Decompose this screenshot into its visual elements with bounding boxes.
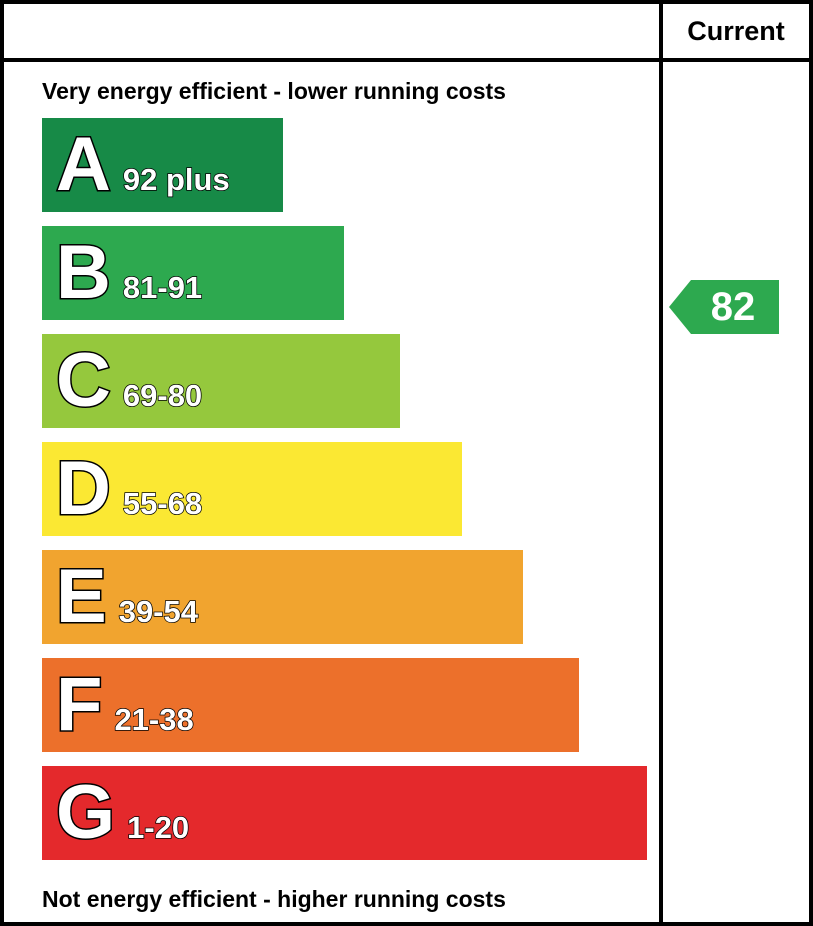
band-f-range: 21-38 <box>114 701 195 738</box>
band-e-letter: E <box>55 554 109 639</box>
current-rating-value: 82 <box>710 284 756 329</box>
band-b-range: 81-91 <box>122 269 203 306</box>
bands-list: A 92 plus B 81-91 C 69-80 D 55-68 E 39 <box>4 118 659 874</box>
band-a-letter: A <box>55 122 113 207</box>
current-column: 82 <box>659 62 809 922</box>
header-spacer <box>4 4 659 58</box>
band-g-bar: G 1-20 <box>42 766 647 860</box>
band-f-bar: F 21-38 <box>42 658 579 752</box>
band-e-range: 39-54 <box>118 593 199 630</box>
band-d-range: 55-68 <box>122 485 203 522</box>
band-g-letter: G <box>54 770 116 855</box>
chart-body: Very energy efficient - lower running co… <box>4 62 809 922</box>
current-column-header: Current <box>659 4 809 58</box>
current-rating-arrow: 82 <box>669 280 779 334</box>
band-d-bar: D 55-68 <box>42 442 462 536</box>
band-c-range: 69-80 <box>122 377 203 414</box>
bottom-label: Not energy efficient - higher running co… <box>42 886 506 912</box>
band-b-letter: B <box>55 230 113 315</box>
band-f-letter: F <box>54 662 103 747</box>
band-b-bar: B 81-91 <box>42 226 345 320</box>
band-d-letter: D <box>55 446 113 531</box>
band-a-range: 92 plus <box>122 161 230 198</box>
band-c-bar: C 69-80 <box>42 334 400 428</box>
band-c-letter: C <box>55 338 113 423</box>
band-a-bar: A 92 plus <box>42 118 283 212</box>
band-g-range: 1-20 <box>126 809 190 846</box>
top-label: Very energy efficient - lower running co… <box>42 78 506 104</box>
bands-area: Very energy efficient - lower running co… <box>4 62 659 922</box>
header-row: Current <box>4 4 809 62</box>
band-e-bar: E 39-54 <box>42 550 524 644</box>
